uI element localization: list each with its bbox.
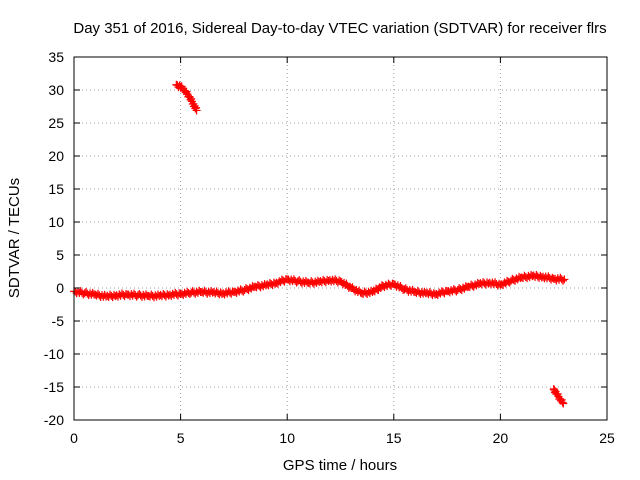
y-tick-label: 25 [48, 115, 64, 131]
y-tick-label: 15 [48, 181, 64, 197]
x-tick-label: 20 [493, 430, 509, 446]
y-axis-title: SDTVAR / TECUs [6, 178, 23, 298]
x-tick-label: 0 [70, 430, 78, 446]
x-tick-label: 5 [177, 430, 185, 446]
y-tick-label: 35 [48, 49, 64, 65]
plot-frame [73, 56, 608, 421]
x-tick-label: 10 [279, 430, 295, 446]
y-tick-label: 20 [48, 148, 64, 164]
axis-ticks: 0 5 10 15 20 25 -20 -15 -10 -5 0 5 10 15 20 25 30 35 [44, 49, 615, 446]
y-tick-label: 10 [48, 214, 64, 230]
data-marker [186, 95, 195, 104]
data-point [192, 106, 201, 115]
y-tick-label: 5 [56, 247, 64, 263]
x-tick-label: 25 [599, 430, 615, 446]
data-marker [559, 276, 568, 285]
y-tick-label: -10 [44, 346, 64, 362]
y-tick-label: -20 [44, 412, 64, 428]
series-main [70, 270, 569, 302]
series-segment-22h [549, 384, 568, 408]
y-tick-label: 30 [48, 82, 64, 98]
data-marker [181, 88, 190, 97]
data-points [70, 80, 569, 408]
y-tick-label: -5 [52, 313, 65, 329]
x-tick-label: 15 [386, 430, 402, 446]
data-marker [558, 398, 567, 407]
data-point [560, 275, 569, 284]
data-marker [191, 104, 200, 113]
data-point [559, 399, 568, 408]
chart-title: Day 351 of 2016, Sidereal Day-to-day VTE… [73, 20, 606, 37]
x-axis-title: GPS time / hours [283, 457, 397, 474]
series-segment-5h [172, 80, 201, 115]
y-tick-label: 0 [56, 280, 64, 296]
grid [74, 57, 607, 420]
y-tick-label: -15 [44, 379, 64, 395]
data-marker [396, 281, 405, 290]
